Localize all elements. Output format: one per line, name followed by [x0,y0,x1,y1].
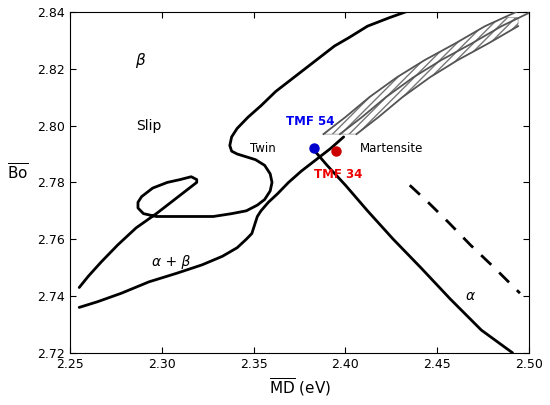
Text: Twin: Twin [250,142,276,155]
Y-axis label: $\overline{\mathregular{Bo}}$: $\overline{\mathregular{Bo}}$ [7,162,29,182]
Text: Martensite: Martensite [360,142,424,155]
Text: Slip: Slip [136,119,162,132]
Text: TMF 34: TMF 34 [314,168,362,181]
Text: α: α [466,289,475,303]
Text: α + β: α + β [152,255,190,269]
Text: TMF 54: TMF 54 [287,115,335,128]
Text: β: β [135,53,145,68]
X-axis label: $\overline{\mathregular{MD}}$ (eV): $\overline{\mathregular{MD}}$ (eV) [268,376,331,398]
